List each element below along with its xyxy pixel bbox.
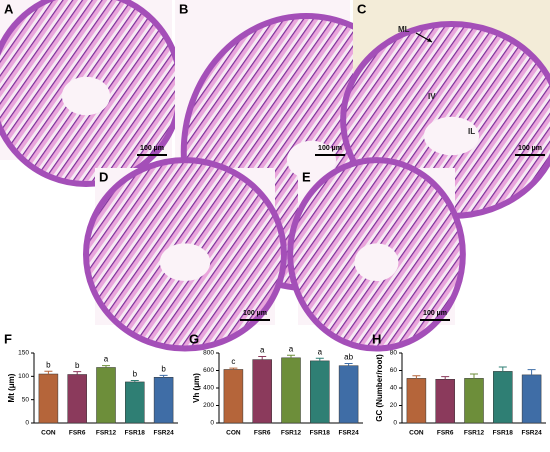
scale-bar-label: 100 µm: [318, 145, 342, 152]
lumen: [159, 243, 211, 282]
bar: [435, 379, 455, 424]
y-tick-label: 40: [390, 385, 398, 392]
x-tick-label: FSR6: [69, 430, 86, 437]
error-bar: [315, 357, 324, 361]
scale-bar: [240, 319, 270, 321]
bar: [464, 378, 484, 424]
significance-letter: a: [318, 347, 323, 356]
significance-letter: c: [231, 357, 235, 366]
y-axis-label: Mt (μm): [7, 373, 16, 402]
x-tick-label: FSR12: [281, 430, 302, 437]
significance-letter: a: [104, 355, 109, 364]
error-bar: [412, 375, 421, 379]
bar: [521, 374, 542, 424]
error-bar: [102, 365, 110, 368]
significance-letter: b: [133, 370, 138, 379]
x-tick-label: CON: [41, 430, 56, 437]
arrow-head: [427, 38, 432, 42]
y-tick-label: 0: [393, 420, 397, 427]
significance-letter: b: [161, 365, 166, 374]
error-bar: [258, 356, 267, 360]
y-tick-label: 80: [390, 350, 398, 357]
x-tick-label: FSR24: [521, 430, 542, 437]
significance-letter: a: [260, 346, 265, 355]
scale-bar: [315, 154, 345, 156]
panel-label: E: [302, 169, 311, 184]
scale-bar: [137, 154, 167, 156]
scale-bar-label: 100 µm: [140, 145, 164, 152]
y-tick-label: 150: [18, 350, 29, 357]
panel-label: B: [179, 1, 188, 16]
x-tick-label: FSR18: [310, 430, 331, 437]
x-tick-label: FSR18: [125, 430, 146, 437]
bar: [96, 367, 116, 424]
x-tick-label: FSR12: [464, 430, 485, 437]
x-tick-label: FSR18: [493, 430, 514, 437]
error-bar: [130, 380, 139, 382]
bar: [338, 365, 359, 424]
error-bar: [229, 367, 238, 370]
bar: [406, 378, 427, 424]
x-tick-label: FSR24: [153, 430, 174, 437]
scale-bar: [420, 319, 450, 321]
x-tick-label: FSR24: [338, 430, 359, 437]
significance-letter: a: [289, 344, 294, 353]
y-tick-label: 0: [25, 420, 29, 427]
y-tick-label: 200: [203, 402, 214, 409]
y-tick-label: 100: [18, 373, 29, 380]
y-tick-label: 400: [203, 385, 214, 392]
significance-letter: ab: [344, 353, 353, 362]
y-tick-label: 50: [22, 396, 30, 403]
error-bar: [441, 376, 450, 380]
panel-label: C: [357, 1, 367, 16]
significance-letter: b: [46, 360, 51, 369]
x-tick-label: FSR6: [437, 430, 454, 437]
y-tick-label: 20: [390, 402, 398, 409]
bar: [281, 357, 301, 424]
error-bar: [527, 369, 536, 375]
y-tick-label: 0: [210, 420, 214, 427]
annotation: IL: [468, 127, 475, 136]
scale-bar-label: 100 µm: [518, 145, 542, 152]
error-bar: [344, 363, 353, 366]
y-tick-label: 60: [390, 367, 398, 374]
x-tick-label: CON: [226, 430, 241, 437]
error-bar: [470, 373, 478, 379]
panel-label: F: [4, 331, 12, 346]
lumen: [61, 76, 111, 116]
bar: [252, 359, 272, 424]
x-tick-label: FSR6: [254, 430, 271, 437]
y-tick-label: 800: [203, 350, 214, 357]
x-tick-label: CON: [409, 430, 424, 437]
error-bar: [159, 374, 168, 378]
bar: [67, 374, 87, 424]
bar: [38, 373, 59, 424]
lumen: [423, 116, 480, 156]
error-bar: [73, 371, 82, 375]
bar: [223, 369, 244, 424]
significance-letter: b: [75, 361, 80, 370]
y-axis-label: Vh (μm): [192, 373, 201, 403]
y-axis-label: GC (Number/root): [375, 354, 384, 422]
bar: [310, 360, 330, 424]
bar: [493, 371, 513, 424]
scale-bar: [515, 154, 545, 156]
panel-label: G: [189, 331, 199, 346]
panel-label: D: [99, 169, 108, 184]
lumen: [354, 243, 399, 282]
bar: [125, 381, 145, 424]
bar: [153, 377, 174, 424]
annotation: ML: [398, 25, 410, 34]
error-bar: [287, 354, 295, 358]
scale-bar-label: 100 µm: [423, 310, 447, 317]
x-tick-label: FSR12: [96, 430, 117, 437]
error-bar: [498, 366, 507, 372]
y-tick-label: 600: [203, 367, 214, 374]
panel-label: H: [372, 331, 381, 346]
panel-label: A: [4, 1, 14, 16]
annotation: IV: [428, 92, 436, 101]
error-bar: [44, 370, 53, 374]
scale-bar-label: 100 µm: [243, 310, 267, 317]
